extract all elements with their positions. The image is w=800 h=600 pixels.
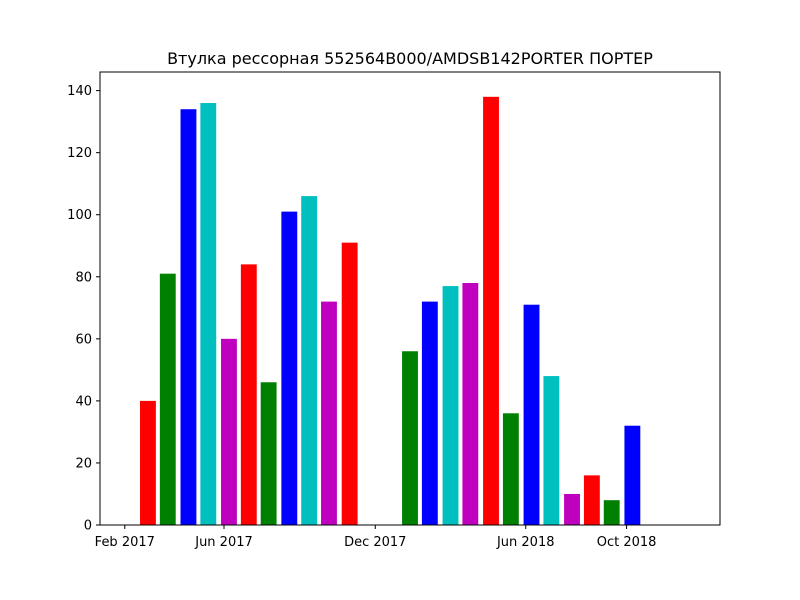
bar (200, 103, 217, 525)
bar (624, 425, 641, 525)
bar (159, 273, 176, 525)
bar (583, 475, 600, 525)
x-tick-label: Jun 2017 (194, 535, 253, 550)
y-tick-label: 20 (75, 456, 92, 471)
bar (442, 286, 459, 525)
bar (321, 301, 337, 525)
chart-title: Втулка рессорная 552564B000/AMDSB142PORT… (167, 49, 653, 68)
x-axis: Feb 2017 Jun 2017 Dec 2017 Jun 2018 Oct 2018 (95, 525, 657, 550)
y-tick-label: 140 (67, 84, 92, 99)
bar (341, 242, 358, 525)
y-tick-label: 80 (75, 270, 92, 285)
bar (603, 500, 620, 525)
bars-group (140, 96, 641, 526)
x-tick-label: Feb 2017 (95, 535, 155, 550)
bar (221, 338, 237, 525)
x-tick-label: Jun 2018 (496, 535, 555, 550)
bar (260, 382, 277, 525)
x-tick-label: Oct 2018 (597, 535, 657, 550)
bar (421, 301, 438, 525)
bar (483, 96, 499, 525)
bar (281, 211, 298, 525)
bar (301, 196, 318, 526)
bar (462, 282, 479, 525)
y-tick-label: 100 (67, 208, 92, 223)
bar (402, 351, 418, 525)
plot-area-frame (99, 71, 721, 526)
bar (543, 376, 560, 525)
bar (523, 304, 540, 525)
x-tick-label: Dec 2017 (344, 535, 406, 550)
bar (180, 109, 197, 525)
bar (502, 413, 519, 525)
bar (140, 400, 156, 525)
bar (564, 493, 580, 525)
y-tick-label: 40 (75, 394, 92, 409)
y-tick-label: 0 (84, 519, 92, 534)
bar (240, 264, 257, 525)
y-tick-label: 60 (75, 332, 92, 347)
y-axis: 0 20 40 60 80 100 120 140 (67, 84, 100, 534)
y-tick-label: 120 (67, 146, 92, 161)
